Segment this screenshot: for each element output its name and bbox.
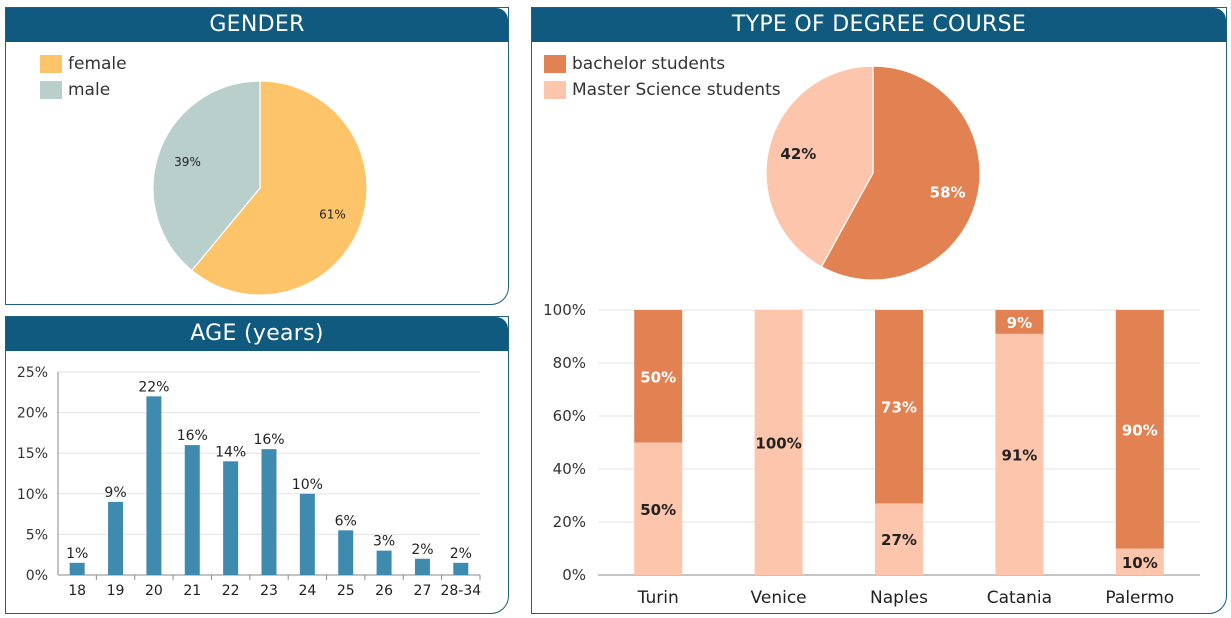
city-bar-label: 10%: [1122, 554, 1158, 572]
gender-slice-1: [152, 80, 261, 272]
age-bar: [338, 530, 354, 575]
city-ytick-label: 60%: [553, 407, 586, 425]
age-bar-label: 10%: [292, 477, 323, 493]
city-bar-segment: [875, 503, 923, 575]
city-bar-label: 27%: [881, 531, 917, 549]
age-xtick-label: 26: [375, 583, 393, 599]
city-xtick-label: Venice: [751, 588, 807, 608]
gender-legend: female male: [40, 52, 127, 104]
city-bar-label: 50%: [640, 501, 676, 519]
legend-item-master: Master Science students: [544, 78, 781, 102]
age-bar-label: 22%: [138, 379, 169, 395]
city-bar-label: 9%: [1007, 314, 1032, 332]
age-bar-label: 2%: [450, 546, 472, 562]
age-bar: [261, 449, 277, 575]
gender-pie-chart: 61% 39%: [152, 80, 368, 296]
legend-swatch-master: [544, 81, 566, 99]
city-bar-label: 91%: [1001, 446, 1037, 464]
age-xtick-label: 20: [145, 583, 163, 599]
city-bar-segment: [754, 310, 803, 575]
degree-slice-0: [820, 65, 981, 281]
age-bar-label: 14%: [215, 444, 246, 460]
legend-item-female: female: [40, 52, 127, 76]
age-xtick-label: 24: [298, 583, 316, 599]
age-xtick-label: 19: [107, 583, 125, 599]
city-bar-label: 90%: [1122, 421, 1158, 439]
age-xtick-label: 25: [337, 583, 355, 599]
city-bar-label: 73%: [881, 399, 917, 417]
legend-item-bachelor: bachelor students: [544, 52, 781, 76]
city-ytick-label: 40%: [553, 460, 586, 478]
degree-charts: 58% 42% 0% 20% 40% 60% 80% 100% 50% 50% Turin 100% V…: [543, 65, 1200, 608]
city-bar-segment: [634, 310, 683, 443]
degree-panel-title: TYPE OF DEGREE COURSE: [532, 8, 1226, 42]
city-bar-segment: [875, 310, 923, 504]
age-bar: [108, 501, 124, 575]
age-bar: [69, 562, 85, 575]
city-bar-segment: [1115, 548, 1164, 575]
legend-swatch-male: [40, 81, 62, 99]
city-xtick-label: Palermo: [1105, 588, 1174, 608]
legend-label-female: female: [68, 54, 127, 74]
degree-slice-label-1: 42%: [780, 145, 816, 163]
age-bar-label: 1%: [66, 546, 88, 562]
gender-panel: GENDER female male 61% 39%: [5, 7, 509, 305]
city-xtick-label: Naples: [870, 588, 928, 608]
city-ytick-label: 20%: [553, 513, 586, 531]
city-bar-label: 100%: [755, 435, 801, 453]
age-bar-label: 16%: [177, 428, 208, 444]
age-bar: [376, 550, 392, 575]
age-panel-title: AGE (years): [6, 317, 508, 351]
city-xtick-label: Turin: [637, 588, 679, 608]
gender-slice-label-0: 61%: [319, 207, 346, 221]
legend-label-master: Master Science students: [572, 80, 781, 100]
age-xtick-label: 23: [260, 583, 278, 599]
city-ytick-label: 0%: [562, 566, 586, 584]
age-xtick-label: 28-34: [440, 583, 481, 599]
gender-slice-label-1: 39%: [174, 155, 201, 169]
age-panel: AGE (years) 0% 5% 10% 15% 20% 25% 1% 18 9% 19 22% 2…: [5, 316, 509, 614]
city-xtick-label: Catania: [987, 588, 1052, 608]
legend-label-bachelor: bachelor students: [572, 54, 726, 74]
legend-swatch-bachelor: [544, 55, 566, 73]
gender-panel-title: GENDER: [6, 8, 508, 42]
age-bar-label: 16%: [253, 432, 284, 448]
age-bar: [223, 461, 239, 575]
age-bar-label: 6%: [335, 513, 357, 529]
degree-legend: bachelor students Master Science student…: [544, 52, 781, 104]
city-bar-segment: [1115, 310, 1164, 549]
age-xtick-label: 21: [183, 583, 201, 599]
age-bar: [184, 445, 200, 575]
age-ytick-label: 5%: [26, 527, 48, 543]
age-ytick-label: 0%: [26, 568, 48, 584]
age-xtick-label: 27: [414, 583, 432, 599]
age-ytick-label: 10%: [17, 487, 48, 503]
age-bar-label: 3%: [373, 534, 395, 550]
city-ytick-label: 100%: [543, 301, 586, 319]
age-bar: [414, 558, 430, 575]
city-bar-segment: [995, 310, 1044, 334]
city-ytick-label: 80%: [553, 354, 586, 372]
legend-item-male: male: [40, 78, 127, 102]
age-bar: [299, 493, 315, 575]
age-xtick-label: 18: [68, 583, 86, 599]
age-bar-chart: 0% 5% 10% 15% 20% 25% 1% 18 9% 19 22% 20 16% 21 14% 22 1…: [17, 365, 481, 599]
city-bar-label: 50%: [640, 368, 676, 386]
age-xtick-label: 22: [222, 583, 240, 599]
gender-slice-0: [190, 80, 368, 296]
age-ytick-label: 20%: [17, 406, 48, 422]
age-ytick-label: 25%: [17, 365, 48, 381]
age-bar: [453, 562, 469, 575]
degree-slice-label-0: 58%: [930, 183, 966, 201]
age-bar: [146, 396, 162, 575]
legend-swatch-female: [40, 55, 62, 73]
age-ytick-label: 15%: [17, 446, 48, 462]
age-bar-label: 2%: [411, 542, 433, 558]
degree-slice-1: [765, 65, 874, 268]
city-bar-segment: [995, 333, 1044, 575]
age-bar-label: 9%: [104, 485, 126, 501]
degree-panel: TYPE OF DEGREE COURSE bachelor students …: [531, 7, 1227, 614]
city-bar-segment: [634, 442, 683, 575]
legend-label-male: male: [68, 80, 111, 100]
